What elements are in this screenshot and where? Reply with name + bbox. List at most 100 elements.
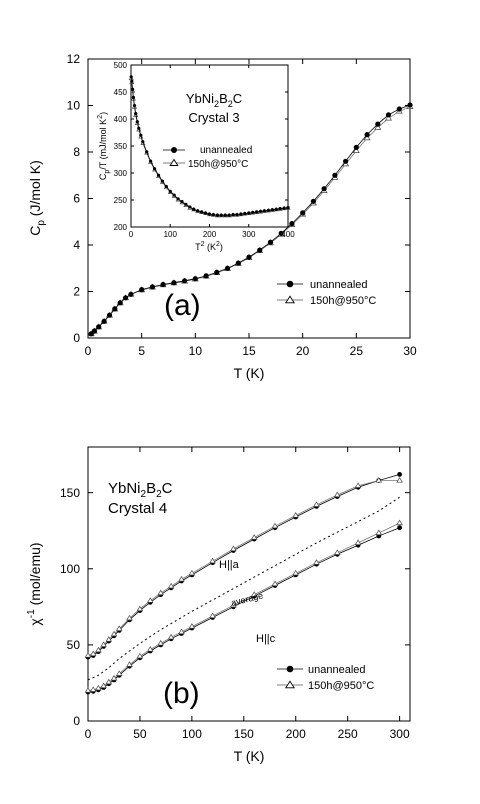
inset-chart: 0 100 200 300 400 200 250 300 350 400 450 500 YbNi…: [97, 61, 295, 252]
data-point-open-triangle: [230, 545, 237, 552]
data-point-filled-circle: [211, 213, 215, 217]
data-point-filled-circle: [160, 179, 164, 183]
y-tick-label: 200: [114, 223, 128, 232]
data-point-filled-circle: [227, 213, 231, 217]
legend-label-annealed: 150h@950°C: [310, 295, 376, 307]
data-point-open-triangle: [115, 670, 123, 676]
data-point-filled-circle: [171, 280, 177, 286]
data-point-filled-circle: [184, 202, 188, 206]
data-point-open-triangle: [209, 557, 216, 564]
data-point-filled-circle: [235, 260, 241, 266]
data-point-filled-circle: [156, 173, 161, 177]
data-point-filled-circle: [397, 525, 402, 531]
data-point-open-triangle: [157, 589, 164, 596]
annotation-h-parallel-a: H||a: [219, 559, 240, 571]
data-point-open-triangle: [292, 512, 299, 518]
data-point-open-triangle: [271, 522, 279, 529]
data-point-open-triangle: [84, 687, 92, 693]
x-tick-label: 30: [403, 344, 417, 358]
y-tick-label: 0: [73, 714, 80, 728]
data-point-open-triangle: [396, 477, 403, 483]
panel-a: 0 5 10 15 20 25 30 0 2 4 6 8 10 12 T (K) Cp (J/mol K…: [27, 52, 417, 381]
b-legend-marker-filled-circle: [286, 665, 294, 673]
data-point-open-triangle: [157, 639, 164, 646]
panel-b-label: (b): [163, 677, 200, 710]
inset-y-axis-label: Cp/T (mJ/mol K2): [97, 112, 111, 180]
inset-x-ticks: 0 100 200 300 400: [129, 65, 295, 239]
x-tick-label: 150: [234, 727, 254, 741]
data-point-filled-circle: [219, 213, 223, 217]
data-point-filled-circle: [396, 106, 402, 112]
x-tick-label: 400: [281, 230, 295, 239]
data-point-filled-circle: [246, 254, 252, 260]
legend-marker-filled-circle: [286, 280, 294, 288]
data-point-filled-circle: [270, 208, 274, 212]
data-point-filled-circle: [164, 184, 168, 189]
data-point-open-triangle: [105, 636, 113, 642]
y-tick-label: 12: [67, 52, 81, 66]
data-point-open-triangle: [396, 519, 403, 526]
data-point-open-triangle: [250, 534, 258, 540]
x-tick-label: 300: [390, 727, 410, 741]
data-point-open-triangle: [105, 678, 113, 685]
y-tick-label: 100: [60, 562, 80, 576]
y-tick-label: 400: [114, 115, 128, 124]
x-tick-label: 100: [182, 727, 202, 741]
data-point-filled-circle: [397, 472, 402, 477]
panel-a-x-ticks: 0 5 10 15 20 25 30: [85, 59, 417, 358]
data-point-open-triangle: [110, 674, 118, 681]
panel-a-y-ticks: 0 2 4 6 8 10 12: [67, 52, 410, 345]
y-tick-label: 2: [73, 285, 80, 299]
inset-y-ticks: 200 250 300 350 400 450 500: [114, 61, 288, 232]
panel-b: 0 50 100 150 200 250 300 0 50 100 150 YbNi2B2C Cr…: [26, 446, 411, 764]
data-point-filled-circle: [282, 206, 286, 210]
panel-a-y-axis-label: Cp (J/mol K): [27, 160, 47, 236]
data-point-filled-circle: [258, 209, 263, 213]
data-point-filled-circle: [182, 278, 188, 284]
data-point-open-triangle: [95, 646, 102, 653]
panel-b-title: YbNi2B2C: [108, 480, 173, 500]
x-tick-label: 20: [296, 344, 310, 358]
data-point-filled-circle: [141, 140, 145, 144]
data-point-filled-circle: [130, 79, 134, 83]
inset-legend-marker-filled-circle: [171, 147, 177, 153]
x-tick-label: 10: [189, 344, 203, 358]
data-point-filled-circle: [215, 213, 219, 217]
data-point-open-triangle: [188, 569, 196, 576]
x-tick-label: 0: [85, 344, 92, 358]
data-point-open-triangle: [178, 628, 185, 635]
data-point-open-triangle: [313, 501, 320, 507]
x-tick-label: 250: [338, 727, 358, 741]
data-point-open-triangle: [334, 549, 341, 555]
data-point-filled-circle: [332, 172, 338, 178]
x-tick-label: 200: [286, 727, 306, 741]
data-point-open-triangle: [89, 686, 97, 692]
data-point-filled-circle: [353, 144, 359, 150]
y-tick-label: 4: [73, 238, 80, 252]
data-point-filled-circle: [168, 189, 172, 193]
inset-legend-label-unannealed: unannealed: [200, 145, 252, 156]
data-point-filled-circle: [300, 210, 306, 216]
data-point-filled-circle: [160, 281, 166, 288]
b-legend-marker-open-triangle: [284, 680, 296, 689]
data-point-open-triangle: [352, 147, 360, 153]
data-point-filled-circle: [274, 207, 278, 211]
data-point-filled-circle: [172, 193, 176, 197]
data-point-open-triangle: [89, 650, 97, 657]
data-point-filled-circle: [289, 221, 295, 227]
data-point-filled-circle: [139, 133, 143, 137]
inset-legend: unannealed 150h@950°C: [163, 145, 252, 170]
data-point-filled-circle: [176, 197, 180, 201]
panel-b-x-ticks: 0 50 100 150 200 250 300: [85, 447, 410, 741]
data-point-filled-circle: [310, 198, 316, 204]
data-point-filled-circle: [123, 295, 129, 301]
data-point-open-triangle: [363, 134, 371, 141]
legend-label-unannealed: unannealed: [310, 279, 368, 291]
data-point-filled-circle: [214, 269, 220, 275]
data-point-open-triangle: [385, 114, 392, 121]
data-point-filled-circle: [137, 126, 141, 130]
data-point-filled-circle: [192, 207, 196, 211]
legend-marker-open-triangle: [284, 295, 296, 304]
data-point-filled-circle: [364, 132, 370, 138]
